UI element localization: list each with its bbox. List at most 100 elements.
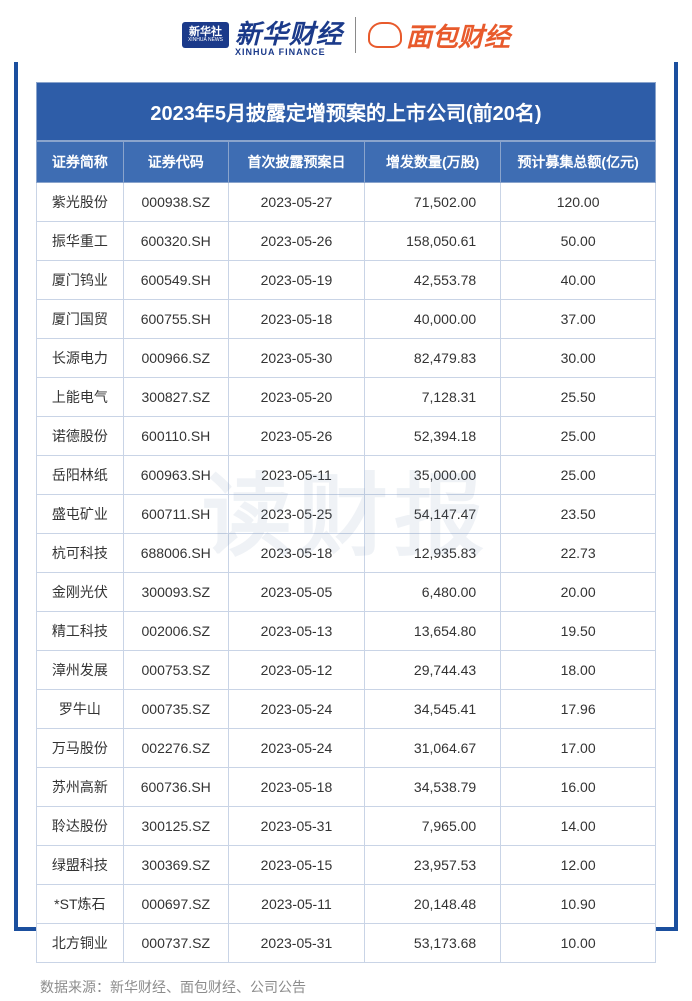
table-cell: 金刚光伏 <box>37 573 124 612</box>
table-cell: 600963.SH <box>123 456 228 495</box>
table-cell: 000737.SZ <box>123 924 228 963</box>
col-header-amount: 预计募集总额(亿元) <box>501 142 656 183</box>
table-cell: 37.00 <box>501 300 656 339</box>
table-header-row: 证券简称 证券代码 首次披露预案日 增发数量(万股) 预计募集总额(亿元) <box>37 142 656 183</box>
logo-divider <box>355 17 356 53</box>
table-cell: 158,050.61 <box>365 222 501 261</box>
table-cell: 2023-05-26 <box>228 222 364 261</box>
table-cell: 2023-05-31 <box>228 807 364 846</box>
table-row: 诺德股份600110.SH2023-05-2652,394.1825.00 <box>37 417 656 456</box>
table-cell: 12,935.83 <box>365 534 501 573</box>
table-cell: *ST炼石 <box>37 885 124 924</box>
table-cell: 16.00 <box>501 768 656 807</box>
mianbao-logo: 面包财经 <box>368 17 510 54</box>
table-cell: 2023-05-12 <box>228 651 364 690</box>
table-cell: 绿盟科技 <box>37 846 124 885</box>
table-row: 长源电力000966.SZ2023-05-3082,479.8330.00 <box>37 339 656 378</box>
table-cell: 000966.SZ <box>123 339 228 378</box>
table-cell: 7,965.00 <box>365 807 501 846</box>
data-source-note: 数据来源：新华财经、面包财经、公司公告 <box>36 963 656 1001</box>
table-cell: 2023-05-11 <box>228 456 364 495</box>
table-row: 罗牛山000735.SZ2023-05-2434,545.4117.96 <box>37 690 656 729</box>
bread-icon <box>368 22 402 48</box>
table-cell: 2023-05-05 <box>228 573 364 612</box>
table-cell: 300093.SZ <box>123 573 228 612</box>
xinhua-badge-icon: 新华社 XINHUA NEWS <box>182 22 229 48</box>
table-cell: 002276.SZ <box>123 729 228 768</box>
table-cell: 688006.SH <box>123 534 228 573</box>
table-cell: 71,502.00 <box>365 183 501 222</box>
col-header-code: 证券代码 <box>123 142 228 183</box>
table-cell: 23.50 <box>501 495 656 534</box>
table-cell: 2023-05-19 <box>228 261 364 300</box>
table-row: 厦门钨业600549.SH2023-05-1942,553.7840.00 <box>37 261 656 300</box>
table-row: 聆达股份300125.SZ2023-05-317,965.0014.00 <box>37 807 656 846</box>
table-row: *ST炼石000697.SZ2023-05-1120,148.4810.90 <box>37 885 656 924</box>
table-cell: 2023-05-18 <box>228 768 364 807</box>
table-cell: 6,480.00 <box>365 573 501 612</box>
table-cell: 17.96 <box>501 690 656 729</box>
table-cell: 25.00 <box>501 417 656 456</box>
table-cell: 2023-05-13 <box>228 612 364 651</box>
col-header-date: 首次披露预案日 <box>228 142 364 183</box>
xinhua-finance-cn: 新华财经 <box>235 20 343 49</box>
table-cell: 20,148.48 <box>365 885 501 924</box>
table-cell: 000735.SZ <box>123 690 228 729</box>
table-cell: 600320.SH <box>123 222 228 261</box>
table-cell: 120.00 <box>501 183 656 222</box>
table-cell: 000753.SZ <box>123 651 228 690</box>
table-cell: 18.00 <box>501 651 656 690</box>
table-row: 上能电气300827.SZ2023-05-207,128.3125.50 <box>37 378 656 417</box>
table-cell: 10.00 <box>501 924 656 963</box>
xinhua-finance-logo: 新华财经 XINHUA FINANCE <box>235 14 343 57</box>
table-cell: 600549.SH <box>123 261 228 300</box>
table-cell: 10.90 <box>501 885 656 924</box>
table-cell: 40.00 <box>501 261 656 300</box>
table-row: 漳州发展000753.SZ2023-05-1229,744.4318.00 <box>37 651 656 690</box>
table-row: 岳阳林纸600963.SH2023-05-1135,000.0025.00 <box>37 456 656 495</box>
table-cell: 52,394.18 <box>365 417 501 456</box>
table-cell: 300369.SZ <box>123 846 228 885</box>
table-cell: 2023-05-27 <box>228 183 364 222</box>
table-cell: 漳州发展 <box>37 651 124 690</box>
table-cell: 600110.SH <box>123 417 228 456</box>
table-cell: 34,545.41 <box>365 690 501 729</box>
table-cell: 2023-05-25 <box>228 495 364 534</box>
table-cell: 2023-05-30 <box>228 339 364 378</box>
table-cell: 29,744.43 <box>365 651 501 690</box>
table-row: 北方铜业000737.SZ2023-05-3153,173.6810.00 <box>37 924 656 963</box>
col-header-shares: 增发数量(万股) <box>365 142 501 183</box>
table-cell: 紫光股份 <box>37 183 124 222</box>
table-title: 2023年5月披露定增预案的上市公司(前20名) <box>36 82 656 141</box>
data-table: 证券简称 证券代码 首次披露预案日 增发数量(万股) 预计募集总额(亿元) 紫光… <box>36 141 656 963</box>
table-row: 绿盟科技300369.SZ2023-05-1523,957.5312.00 <box>37 846 656 885</box>
table-row: 苏州高新600736.SH2023-05-1834,538.7916.00 <box>37 768 656 807</box>
table-cell: 82,479.83 <box>365 339 501 378</box>
table-cell: 300827.SZ <box>123 378 228 417</box>
table-row: 厦门国贸600755.SH2023-05-1840,000.0037.00 <box>37 300 656 339</box>
table-cell: 35,000.00 <box>365 456 501 495</box>
xinhua-logo: 新华社 XINHUA NEWS 新华财经 XINHUA FINANCE <box>182 14 343 57</box>
table-cell: 40,000.00 <box>365 300 501 339</box>
table-cell: 厦门国贸 <box>37 300 124 339</box>
table-cell: 苏州高新 <box>37 768 124 807</box>
table-cell: 42,553.78 <box>365 261 501 300</box>
table-cell: 2023-05-18 <box>228 534 364 573</box>
table-cell: 盛屯矿业 <box>37 495 124 534</box>
table-row: 盛屯矿业600711.SH2023-05-2554,147.4723.50 <box>37 495 656 534</box>
table-cell: 罗牛山 <box>37 690 124 729</box>
table-cell: 22.73 <box>501 534 656 573</box>
table-body: 紫光股份000938.SZ2023-05-2771,502.00120.00振华… <box>37 183 656 963</box>
table-row: 万马股份002276.SZ2023-05-2431,064.6717.00 <box>37 729 656 768</box>
table-cell: 17.00 <box>501 729 656 768</box>
table-cell: 19.50 <box>501 612 656 651</box>
table-cell: 31,064.67 <box>365 729 501 768</box>
table-cell: 50.00 <box>501 222 656 261</box>
table-cell: 14.00 <box>501 807 656 846</box>
table-row: 紫光股份000938.SZ2023-05-2771,502.00120.00 <box>37 183 656 222</box>
table-cell: 30.00 <box>501 339 656 378</box>
table-cell: 25.00 <box>501 456 656 495</box>
table-row: 金刚光伏300093.SZ2023-05-056,480.0020.00 <box>37 573 656 612</box>
table-cell: 北方铜业 <box>37 924 124 963</box>
table-cell: 2023-05-24 <box>228 729 364 768</box>
